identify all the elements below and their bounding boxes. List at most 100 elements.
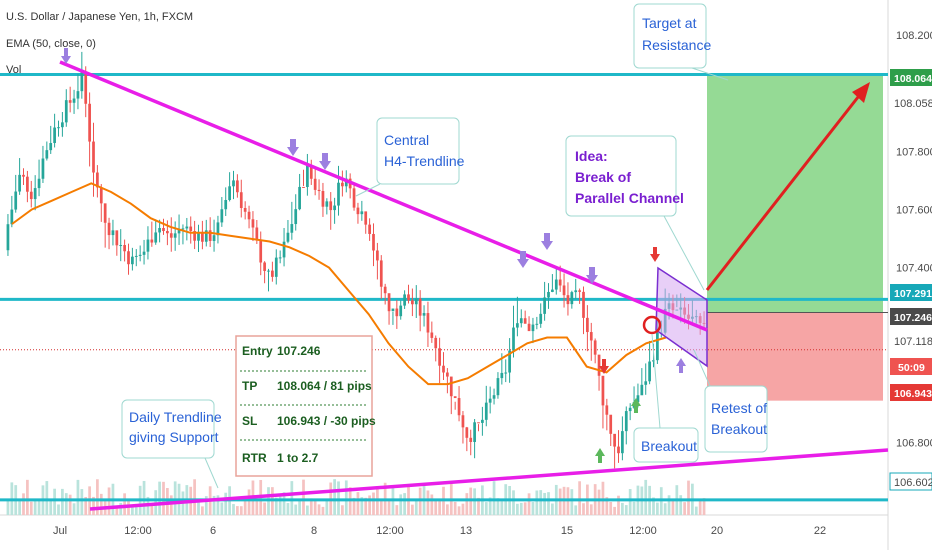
callout-central: Central H4-Trendline	[355, 117, 465, 197]
callout-retest-pointer	[693, 349, 711, 387]
callout-retest-line2: Breakout	[711, 421, 767, 437]
candle-body	[216, 222, 220, 236]
volume-bar	[317, 504, 321, 515]
target-price-tag-text: 108.064	[894, 73, 932, 85]
candle-body	[426, 313, 430, 333]
volume-bar	[169, 495, 173, 515]
volume-bar	[26, 479, 29, 515]
candle-body	[372, 233, 375, 251]
info-entry-label: Entry	[242, 344, 273, 358]
candle-body	[356, 207, 360, 215]
volume-bar	[216, 495, 220, 515]
candle-body	[453, 396, 457, 399]
volume-bar	[496, 498, 500, 515]
candle-body	[457, 398, 461, 416]
volume-bar	[84, 496, 88, 515]
candle-body	[321, 191, 325, 207]
volume-bar	[232, 504, 235, 515]
candle-body	[243, 208, 247, 212]
target-sub-tag	[890, 95, 932, 110]
volume-bar	[99, 493, 103, 515]
volume-bar	[29, 501, 33, 515]
volume-bar	[224, 492, 228, 515]
volume-bar	[341, 505, 344, 515]
volume-bar	[278, 496, 282, 515]
callout-central-pointer	[355, 183, 381, 197]
price-tags: 108.064 108.058 107.291 107.246 107.118 …	[889, 69, 932, 491]
volume-bar	[364, 497, 368, 515]
candle-body	[621, 431, 624, 454]
volume-bar	[411, 504, 414, 515]
callout-idea-line3: Parallel Channel	[575, 190, 684, 206]
callout-central-line2: H4-Trendline	[384, 153, 465, 169]
candle-body	[220, 209, 224, 223]
volume-bar	[309, 498, 313, 515]
candle-body	[531, 324, 535, 332]
candle-body	[473, 422, 476, 442]
volume-bar	[220, 502, 224, 515]
candle-body	[68, 100, 72, 103]
price-axis[interactable]: 108.200 107.800 107.600 107.400 106.800	[896, 30, 932, 449]
candle-body	[492, 395, 496, 399]
volume-bar	[414, 500, 418, 515]
candle-body	[407, 294, 410, 301]
info-sl-label: SL	[242, 414, 257, 428]
candle-body	[22, 174, 25, 177]
candle-body	[597, 354, 601, 376]
volume-bar	[131, 506, 134, 515]
volume-bar	[360, 497, 364, 515]
volume-bar	[702, 498, 706, 515]
candle-body	[364, 211, 368, 225]
callout-retest: Retest of Breakout	[693, 349, 768, 453]
candle-body	[49, 143, 53, 151]
volume-bar	[142, 480, 146, 515]
time-tick-label: 12:00	[124, 525, 152, 537]
price-tick-label: 106.800	[896, 437, 932, 449]
candle-body	[134, 255, 138, 257]
volume-bar	[193, 479, 196, 515]
callout-retest-box	[704, 385, 768, 453]
volume-bar	[457, 506, 461, 515]
volume-bar	[531, 502, 535, 515]
volume-bar	[512, 490, 515, 515]
candle-body	[158, 228, 161, 233]
candle-body	[391, 308, 395, 312]
red-line-price-tag	[890, 332, 932, 349]
callout-breakout-text: Breakout	[641, 438, 697, 454]
candle-body	[379, 260, 383, 287]
volume-bar	[123, 493, 126, 515]
callout-daily: Daily Trendline giving Support	[121, 399, 222, 489]
volume-bar	[302, 479, 305, 515]
volume-bar	[306, 505, 309, 515]
candle-body	[154, 232, 158, 243]
ema-50-line	[11, 182, 667, 386]
swing-high-marker	[287, 139, 299, 156]
volume-bar	[22, 493, 25, 515]
volume-bar	[543, 492, 546, 515]
volume-bar	[683, 502, 686, 515]
volume-bar	[403, 493, 406, 515]
candle-body	[527, 323, 531, 332]
volume-bar	[379, 499, 383, 515]
callout-target-line1: Target at	[642, 15, 697, 31]
callout-target: Target at Resistance	[633, 3, 729, 81]
candle-body	[309, 165, 313, 179]
volume-bar	[473, 488, 476, 515]
candle-body	[267, 270, 270, 272]
candle-body	[519, 318, 523, 324]
callout-idea-line1: Idea:	[575, 148, 608, 164]
central-h4-trendline	[59, 60, 708, 332]
time-axis[interactable]: Jul 12:00 6 8 12:00 13 15 12:00 20 22	[53, 525, 826, 537]
candle-body	[434, 337, 438, 349]
candle-body	[41, 158, 45, 179]
volume-bar	[282, 492, 286, 515]
candle-body	[593, 340, 597, 355]
candle-body	[131, 256, 134, 265]
swing-low-marker	[631, 398, 641, 413]
candle-body	[523, 318, 527, 324]
candle-body	[247, 211, 251, 220]
candle-body	[488, 398, 492, 403]
candle-body	[169, 233, 173, 238]
volume-bar	[399, 494, 403, 515]
candle-body	[551, 289, 554, 292]
